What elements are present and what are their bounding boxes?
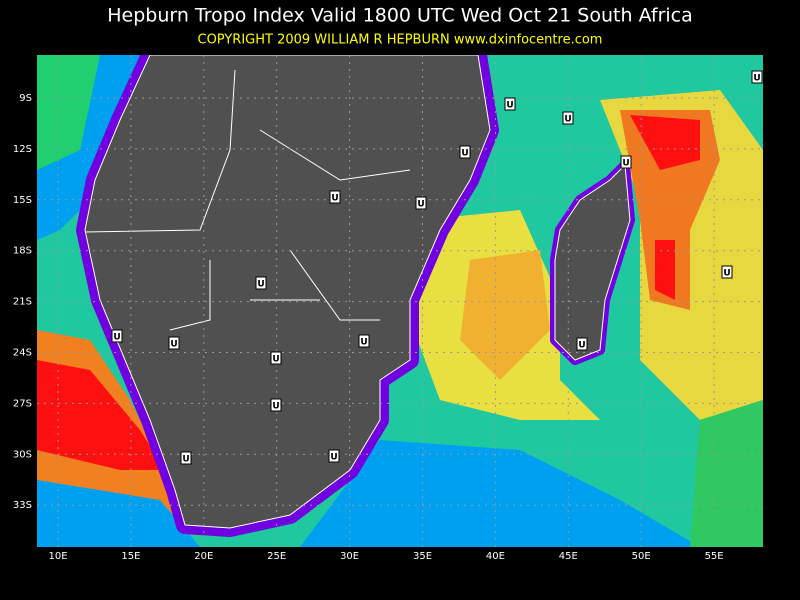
marker-label: U <box>461 149 468 159</box>
lon-label: 35E <box>413 551 432 562</box>
field-red <box>630 115 700 170</box>
madagascar-coast <box>554 163 631 361</box>
marker-label: U <box>578 341 585 351</box>
field-blue <box>37 480 200 547</box>
lon-label: 15E <box>121 551 140 562</box>
marker-label: U <box>170 340 177 350</box>
marker-box <box>576 337 588 351</box>
marker-label: U <box>182 455 189 465</box>
borders <box>84 69 411 331</box>
lat-label: 30S <box>13 449 32 460</box>
lat-label: 33S <box>13 500 32 511</box>
marker-box <box>255 276 267 290</box>
lon-label: 25E <box>267 551 286 562</box>
marker-box <box>180 451 192 465</box>
lat-label: 21S <box>13 297 32 308</box>
lon-label: 30E <box>340 551 359 562</box>
copyright: COPYRIGHT 2009 WILLIAM R HEPBURN www.dxi… <box>198 33 603 48</box>
marker-label: U <box>113 333 120 343</box>
marker-label: U <box>753 74 760 84</box>
lat-label: 12S <box>13 144 32 155</box>
marker-label: U <box>622 159 629 169</box>
marker-label: U <box>330 453 337 463</box>
marker-box <box>329 190 341 204</box>
grid <box>37 55 763 547</box>
field-green <box>37 55 100 170</box>
lon-label: 40E <box>486 551 505 562</box>
lat-label: 18S <box>13 246 32 257</box>
marker-box <box>270 351 282 365</box>
marker-label: U <box>331 194 338 204</box>
marker-label: U <box>272 402 279 412</box>
field-red <box>37 360 165 470</box>
field-orange <box>460 250 550 380</box>
marker-box <box>168 336 180 350</box>
marker-label: U <box>272 355 279 365</box>
field-red <box>655 240 675 300</box>
marker-box <box>270 398 282 412</box>
lat-label: 15S <box>13 195 32 206</box>
lon-label: 20E <box>194 551 213 562</box>
marker-box <box>504 97 516 111</box>
marker-label: U <box>360 338 367 348</box>
marker-label: U <box>417 200 424 210</box>
marker-box <box>328 449 340 463</box>
title: Hepburn Tropo Index Valid 1800 UTC Wed O… <box>107 5 693 27</box>
lat-label: 27S <box>13 398 32 409</box>
marker-label: U <box>723 269 730 279</box>
marker-box <box>721 265 733 279</box>
map-area <box>37 55 763 547</box>
labels: 9S 12S 15S 18S 21S 24S 27S 30S 33S 10E 15E 20E 25E 30… <box>13 93 724 562</box>
marker-label: U <box>564 115 571 125</box>
lon-label: 10E <box>48 551 67 562</box>
marker-box <box>562 111 574 125</box>
lon-label: 45E <box>559 551 578 562</box>
lat-label: 24S <box>13 348 32 359</box>
lon-label: 50E <box>632 551 651 562</box>
marker-box <box>459 145 471 159</box>
marker-box <box>751 70 763 84</box>
field-blue <box>300 440 700 547</box>
marker-label: U <box>257 280 264 290</box>
marker-label: U <box>506 101 513 111</box>
marker-box <box>415 196 427 210</box>
marker-box <box>358 334 370 348</box>
lat-label: 9S <box>19 93 32 104</box>
markers: U U U U U U U U U U U U U U U U U <box>111 70 763 465</box>
marker-box <box>111 329 123 343</box>
marker-box <box>620 155 632 169</box>
lon-label: 55E <box>705 551 724 562</box>
field-green <box>690 400 763 547</box>
